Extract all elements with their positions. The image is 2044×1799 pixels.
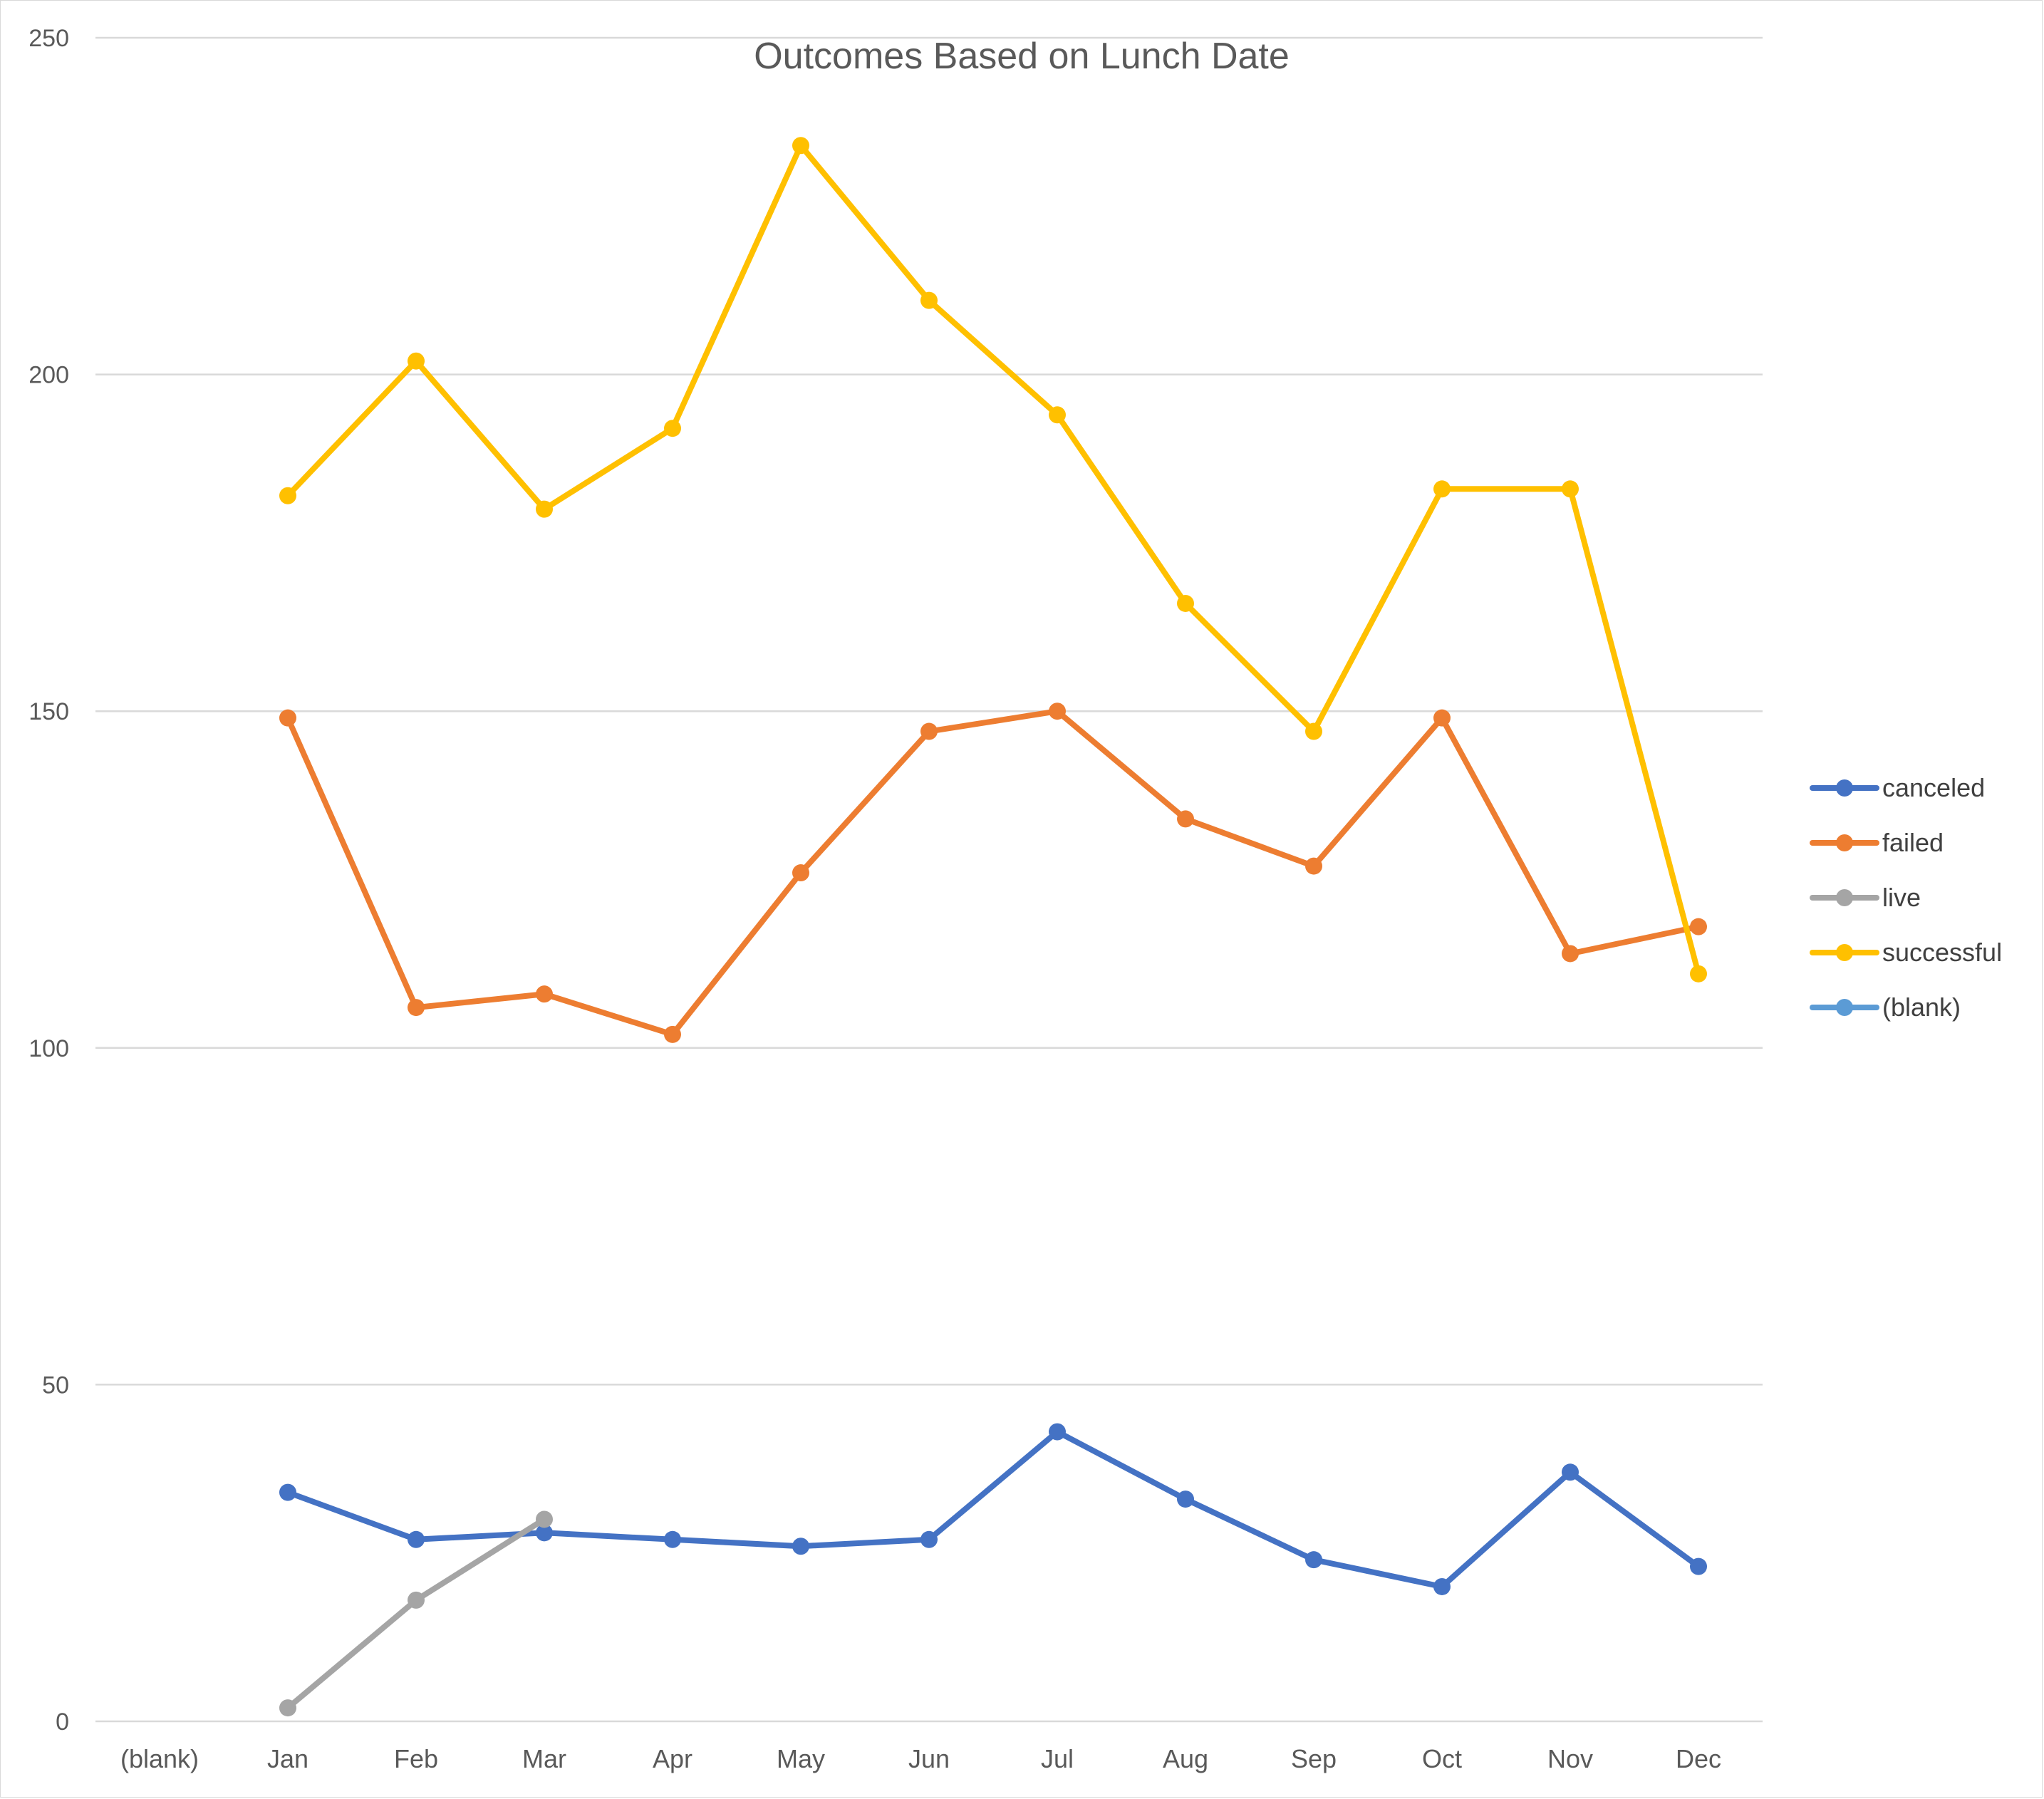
legend-label: live — [1882, 883, 1921, 912]
legend: canceled failed live successful (blank) — [1810, 773, 2002, 1022]
data-point — [1562, 1463, 1579, 1481]
x-tick-label: Dec — [1676, 1744, 1721, 1773]
x-tick-label: Feb — [394, 1744, 438, 1773]
data-point — [920, 1530, 938, 1548]
data-point — [279, 1699, 296, 1717]
data-point — [664, 1025, 681, 1043]
legend-label: canceled — [1882, 773, 1985, 802]
data-point — [408, 1591, 425, 1609]
data-point — [1049, 406, 1066, 424]
data-point — [536, 1510, 553, 1528]
data-point — [1562, 945, 1579, 963]
data-point — [536, 985, 553, 1003]
data-point — [536, 500, 553, 518]
legend-swatch-marker — [1836, 779, 1853, 797]
x-tick-label: Sep — [1291, 1744, 1337, 1773]
x-tick-label: May — [777, 1744, 825, 1773]
y-tick-label: 50 — [42, 1372, 69, 1399]
legend-item: successful — [1810, 938, 2002, 967]
data-point — [279, 1483, 296, 1501]
chart-title: Outcomes Based on Lunch Date — [754, 36, 1290, 77]
x-tick-label: Aug — [1163, 1744, 1208, 1773]
data-point — [920, 291, 938, 309]
legend-item: canceled — [1810, 773, 1985, 802]
x-tick-label: Apr — [653, 1744, 692, 1773]
data-point — [408, 352, 425, 370]
legend-swatch-marker — [1836, 889, 1853, 906]
x-tick-label: Jul — [1041, 1744, 1074, 1773]
data-point — [1433, 480, 1451, 498]
series-line — [285, 142, 1701, 977]
x-tick-label: Jan — [267, 1744, 308, 1773]
data-point — [792, 137, 809, 155]
data-point — [1433, 1577, 1451, 1595]
data-point — [408, 999, 425, 1017]
data-point — [1305, 722, 1322, 740]
gridlines — [95, 36, 1763, 1723]
series-live — [279, 1510, 553, 1717]
data-point — [664, 420, 681, 437]
y-tick-label: 200 — [28, 362, 69, 389]
y-axis-ticks: 0 50 100 150 200 250 — [28, 25, 69, 1736]
x-tick-label: Oct — [1422, 1744, 1462, 1773]
x-tick-label: (blank) — [120, 1744, 199, 1773]
data-point — [792, 1538, 809, 1555]
data-point — [1177, 594, 1194, 612]
data-point — [1690, 918, 1707, 935]
series-lines — [279, 137, 1707, 1717]
legend-label: failed — [1882, 828, 1944, 857]
series-line — [285, 708, 1701, 1037]
data-point — [1049, 1423, 1066, 1441]
data-point — [1177, 810, 1194, 828]
legend-label: successful — [1882, 938, 2002, 967]
data-point — [1305, 1551, 1322, 1569]
data-point — [279, 709, 296, 727]
y-tick-label: 150 — [28, 698, 69, 725]
data-point — [1305, 857, 1322, 875]
y-tick-label: 100 — [28, 1035, 69, 1062]
legend-item: (blank) — [1810, 992, 1961, 1022]
legend-swatch-marker — [1836, 944, 1853, 961]
legend-label: (blank) — [1882, 992, 1961, 1022]
legend-swatch-marker — [1836, 834, 1853, 851]
series-canceled — [279, 1423, 1707, 1595]
x-tick-label: Nov — [1547, 1744, 1593, 1773]
data-point — [279, 487, 296, 504]
data-point — [1433, 709, 1451, 727]
data-point — [536, 1524, 553, 1542]
data-point — [408, 1530, 425, 1548]
legend-item: failed — [1810, 828, 1944, 857]
series-failed — [279, 703, 1707, 1043]
data-point — [1049, 703, 1066, 720]
series-successful — [279, 137, 1707, 983]
data-point — [920, 722, 938, 740]
y-tick-label: 250 — [28, 25, 69, 52]
data-point — [792, 864, 809, 882]
data-point — [1177, 1490, 1194, 1508]
series-line — [285, 1429, 1701, 1590]
x-axis-ticks: (blank) Jan Feb Mar Apr May Jun Jul Aug Sep Oct Nov… — [120, 1744, 1721, 1773]
data-point — [1562, 480, 1579, 498]
x-tick-label: Mar — [522, 1744, 566, 1773]
legend-swatch-marker — [1836, 999, 1853, 1016]
legend-item: live — [1810, 883, 1921, 912]
data-point — [664, 1530, 681, 1548]
data-point — [1690, 1557, 1707, 1575]
y-tick-label: 0 — [56, 1709, 69, 1736]
data-point — [1690, 965, 1707, 983]
x-tick-label: Jun — [908, 1744, 950, 1773]
